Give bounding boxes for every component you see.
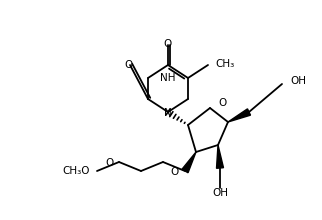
- Text: O: O: [125, 60, 133, 70]
- Text: O: O: [106, 158, 114, 168]
- Polygon shape: [216, 145, 223, 168]
- Text: OH: OH: [212, 188, 228, 198]
- Text: OH: OH: [290, 76, 306, 86]
- Text: CH₃: CH₃: [215, 59, 234, 69]
- Text: N: N: [164, 108, 172, 118]
- Text: CH₃O: CH₃O: [62, 166, 90, 176]
- Text: O: O: [164, 39, 172, 49]
- Text: O: O: [171, 167, 179, 177]
- Polygon shape: [182, 152, 196, 173]
- Polygon shape: [228, 109, 251, 122]
- Text: O: O: [218, 98, 226, 108]
- Text: NH: NH: [160, 73, 175, 83]
